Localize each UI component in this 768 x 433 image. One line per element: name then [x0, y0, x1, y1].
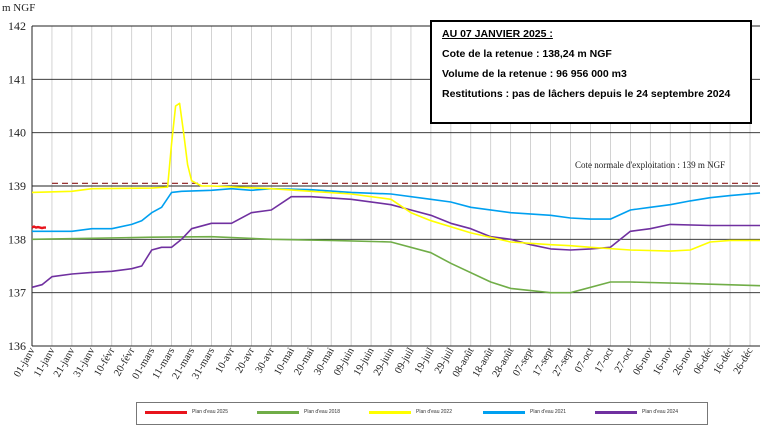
legend-swatch: [483, 410, 525, 414]
y-axis-unit-label: m NGF: [2, 2, 36, 14]
x-tick-label: 29-juin: [372, 345, 397, 377]
legend-label: Plan d'eau 2018: [304, 409, 340, 415]
legend-label: Plan d'eau 2022: [416, 409, 452, 415]
legend-item: Plan d'eau 2018: [257, 409, 340, 415]
legend-swatch: [145, 410, 187, 414]
legend-item: Plan d'eau 2021: [483, 409, 566, 415]
reference-line-label: Cote normale d'exploitation : 139 m NGF: [575, 160, 726, 170]
y-tick-label: 142: [8, 19, 26, 33]
status-info-box: AU 07 JANVIER 2025 : Cote de la retenue …: [430, 20, 752, 124]
horizontal-gridlines: [31, 25, 760, 347]
y-tick-label: 139: [8, 179, 26, 193]
series-line-plan-d-eau-2025: [31, 225, 46, 230]
series-line-plan-d-eau-2022: [31, 102, 760, 252]
legend-item: Plan d'eau 2022: [369, 409, 452, 415]
info-retenue-level: Cote de la retenue : 138,24 m NGF: [442, 48, 612, 60]
info-restitutions: Restitutions : pas de lâchers depuis le …: [442, 88, 731, 100]
chart-legend: Plan d'eau 2025 Plan d'eau 2018 Plan d'eau…: [136, 402, 708, 425]
y-tick-label: 141: [8, 72, 26, 86]
series-line-plan-d-eau-2024: [31, 195, 760, 289]
x-tick-label: 26-déc: [732, 346, 756, 377]
legend-label: Plan d'eau 2021: [530, 409, 566, 415]
x-tick-label: 26-nov: [671, 345, 696, 377]
x-tick-label: 07-oct: [573, 346, 596, 375]
legend-label: Plan d'eau 2024: [642, 409, 678, 415]
y-tick-label: 140: [8, 126, 26, 140]
y-tick-label: 138: [8, 232, 26, 246]
y-tick-label: 137: [8, 286, 26, 300]
y-tick-label: 136: [8, 339, 26, 353]
series-group: [31, 102, 761, 294]
info-retenue-volume: Volume de la retenue : 96 956 000 m3: [442, 68, 627, 80]
series-line-plan-d-eau-2018: [31, 235, 761, 294]
legend-swatch: [595, 410, 637, 414]
legend-item: Plan d'eau 2024: [595, 409, 678, 415]
legend-swatch: [257, 410, 299, 414]
x-tick-labels: 01-janv11-janv21-janv31-janv10-févr20-fé…: [12, 345, 756, 381]
series-line-plan-d-eau-2021: [32, 187, 761, 233]
legend-item: Plan d'eau 2025: [145, 409, 228, 415]
x-tick-label: 17-oct: [593, 346, 616, 375]
y-tick-labels: 136 137 138 139 140 141 142: [8, 19, 26, 353]
legend-swatch: [369, 410, 411, 414]
info-box-title: AU 07 JANVIER 2025 :: [442, 28, 553, 40]
legend-label: Plan d'eau 2025: [192, 409, 228, 415]
